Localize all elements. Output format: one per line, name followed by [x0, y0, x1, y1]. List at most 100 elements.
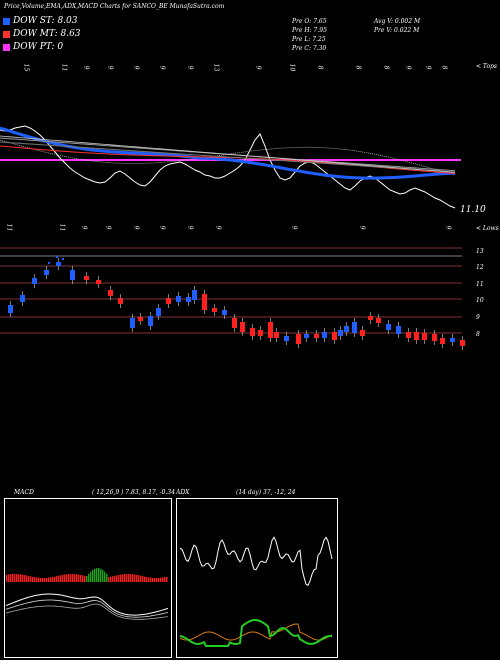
price-axis-label: 12: [476, 264, 484, 271]
candle-body: [432, 334, 437, 341]
prev-volume: Pre V: 0.022 M: [374, 27, 420, 34]
macd-hist-bar: [144, 576, 146, 582]
macd-hist-bar: [24, 575, 26, 582]
dow-st-line: [0, 126, 456, 180]
candle-dot: [48, 262, 50, 264]
legend-label-st: DOW ST: 8.03: [13, 16, 78, 26]
macd-hist-bar: [36, 577, 38, 582]
legend-label-mt: DOW MT: 8.63: [13, 29, 81, 39]
macd-hist-bar: [56, 576, 58, 582]
candle-body: [32, 278, 37, 284]
macd-hist-bar: [68, 574, 70, 582]
candle-body: [250, 328, 255, 336]
macd-hist-bar: [70, 574, 72, 582]
candle-body: [20, 295, 25, 302]
macd-hist-bar: [156, 577, 158, 582]
macd-hist-bar: [10, 574, 12, 582]
macd-title: MACD: [14, 489, 34, 496]
macd-hist-bar: [118, 574, 120, 582]
candle-body: [322, 332, 327, 338]
macd-hist-bar: [60, 575, 62, 582]
candle-body: [8, 305, 13, 313]
macd-hist-bar: [148, 577, 150, 582]
macd-hist-bar: [164, 577, 166, 582]
candle-body: [352, 322, 357, 333]
candle-body: [274, 332, 279, 338]
candle-body: [304, 334, 309, 338]
macd-hist-bar: [50, 577, 52, 582]
candle-body: [338, 330, 343, 336]
macd-hist-bar-pos: [102, 569, 104, 582]
candle-body: [202, 294, 207, 310]
ema-long-line-3: [0, 135, 456, 173]
macd-hist-bar: [152, 577, 154, 582]
macd-hist-bar: [58, 575, 60, 582]
legend-swatch-pt: [3, 43, 10, 51]
macd-hist-bar-pos: [96, 568, 98, 582]
macd-hist-bar: [130, 574, 132, 582]
candle-body: [108, 290, 113, 296]
macd-hist-bar: [122, 574, 124, 582]
macd-hist-bar: [154, 577, 156, 582]
candle-dot: [56, 256, 58, 258]
macd-hist-bar: [28, 575, 30, 582]
macd-hist-bar: [128, 574, 130, 582]
macd-hist-bar: [150, 577, 152, 582]
macd-hist-bar: [64, 574, 66, 582]
candle-body: [212, 308, 217, 312]
macd-hist-bar: [124, 574, 126, 582]
candle-body: [56, 262, 61, 266]
price-axis-label: 10: [476, 297, 484, 304]
candle-body: [148, 316, 153, 326]
macd-signal-line: [5, 599, 169, 618]
macd-hist-bar: [146, 576, 148, 582]
adx-params: (14 day) 37, -12, 24: [236, 489, 296, 496]
macd-hist-bar: [116, 575, 118, 582]
candle-body: [314, 334, 319, 338]
legend-dow-mt: DOW MT: 8.63: [3, 28, 81, 40]
candle-body: [258, 330, 263, 336]
candle-body: [344, 326, 349, 332]
adx-title: ADX: [176, 489, 190, 496]
macd-hist-bar: [46, 577, 48, 582]
macd-hist-bar: [26, 575, 28, 582]
macd-hist-bar: [82, 575, 84, 582]
macd-hist-bar: [52, 576, 54, 582]
legend-swatch-st: [3, 17, 10, 25]
macd-hist-bar: [132, 574, 134, 582]
macd-hist-bar: [44, 577, 46, 582]
price-axis-label: 11: [476, 281, 484, 288]
macd-hist-bar: [110, 576, 112, 582]
macd-hist-bar-pos: [104, 571, 106, 582]
macd-hist-bar: [54, 576, 56, 582]
candle-body: [166, 298, 171, 304]
candle-body: [422, 333, 427, 340]
macd-hist-bar: [136, 574, 138, 582]
macd-hist-bar: [20, 574, 22, 582]
macd-hist-bar: [12, 574, 14, 582]
macd-hist-bar: [34, 577, 36, 582]
macd-hist-bar: [42, 577, 44, 582]
macd-hist-bar-pos: [88, 573, 90, 582]
ema-long-line-2: [0, 141, 456, 173]
adx-line: [179, 536, 333, 587]
pre-open: Pre O: 7.65: [292, 18, 327, 25]
legend-label-pt: DOW PT: 0: [13, 42, 64, 52]
macd-hist-bar: [62, 574, 64, 582]
legend-dow-st: DOW ST: 8.03: [3, 15, 78, 27]
macd-hist-bar-pos: [92, 569, 94, 582]
macd-line: [5, 593, 169, 616]
candle-body: [138, 317, 143, 321]
candle-body: [186, 297, 191, 302]
macd-hist-bar: [66, 574, 68, 582]
candle-body: [386, 324, 391, 330]
candle-body: [222, 310, 227, 315]
candle-body: [368, 316, 373, 320]
macd-hist-bar: [142, 576, 144, 582]
macd-hist-bar: [48, 577, 50, 582]
macd-hist-bar: [40, 577, 42, 582]
candle-body: [84, 276, 89, 280]
candle-body: [232, 318, 237, 328]
legend-swatch-mt: [3, 30, 10, 38]
macd-hist-bar: [18, 574, 20, 582]
